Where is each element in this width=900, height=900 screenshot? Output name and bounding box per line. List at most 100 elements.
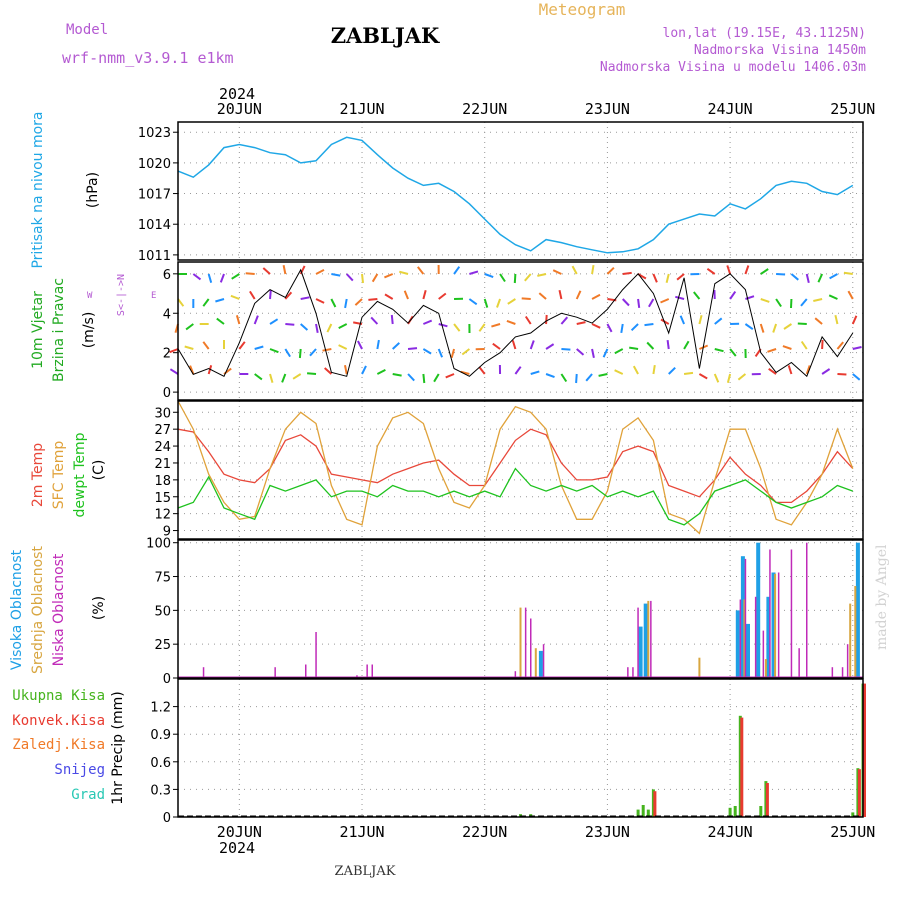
wind-arrow (315, 323, 319, 333)
cloud-bar (202, 667, 205, 678)
wind-arrow (683, 371, 694, 375)
cloud-bar (530, 618, 532, 678)
wind-arrow (744, 323, 754, 331)
y-tick-label: 4 (163, 307, 171, 322)
precip-ylabel: 1hr Precip (mm) (110, 691, 126, 804)
wind-arrow (683, 340, 690, 350)
cloud-bar (637, 607, 639, 678)
wind-arrow (468, 298, 478, 306)
wind-arrow (357, 340, 363, 350)
wind-arrow (585, 373, 593, 382)
wind-arrow (285, 323, 295, 326)
cloud-bar (315, 632, 317, 678)
temperature-line-1 (177, 400, 854, 535)
wind-arrow (438, 292, 447, 300)
cloud-bar (366, 664, 368, 678)
wind-arrow (706, 267, 716, 275)
wind-arrow (300, 323, 309, 331)
cloud-bar (735, 610, 740, 678)
wind-arrow (665, 273, 670, 283)
precip-bar (851, 812, 855, 817)
wind-arrow (598, 373, 608, 377)
cloud-bar (831, 667, 834, 678)
cloud-bar (746, 623, 750, 678)
wind-arrow (648, 298, 655, 308)
wind-arrow (422, 319, 433, 325)
wind-arrow (344, 365, 348, 375)
cloud-bar (743, 599, 746, 678)
wind-compass: S<-|->N (116, 274, 127, 316)
wind-arrow (629, 346, 639, 350)
product-title: Meteogram (539, 0, 626, 19)
x-tick-label-bottom: 23JUN (585, 823, 630, 841)
wind-arrow (219, 273, 225, 283)
wind-arrow (202, 341, 210, 350)
wind-arrow (315, 298, 325, 304)
x-tick-label-bottom: 20JUN (217, 823, 262, 841)
precip-bar (863, 683, 866, 817)
wind-arrow (606, 323, 613, 333)
footer-station: ZABLJAK (335, 864, 396, 879)
wind-arrow (215, 298, 225, 303)
x-tick-label-bottom: 24JUN (708, 823, 753, 841)
precip-bar (646, 809, 650, 817)
y-tick-label: 0.3 (150, 783, 171, 798)
y-tick-label: 27 (154, 423, 171, 438)
wind-arrow (376, 339, 380, 350)
wind-arrow (745, 295, 755, 300)
y-tick-label: 1014 (138, 218, 171, 233)
wind-arrow (813, 298, 823, 302)
wind-arrow (652, 273, 658, 283)
wind-arrow (496, 298, 501, 308)
wind-arrow (499, 273, 506, 283)
wind-arrow (576, 348, 585, 356)
wind-arrow (453, 266, 461, 275)
wind-arrow (231, 273, 240, 280)
pressure-unit: (hPa) (85, 172, 101, 208)
wind-arrow (644, 323, 654, 327)
wind-arrow (437, 348, 444, 358)
wind-ylabel-2: Brzina i Pravac (51, 278, 67, 382)
wind-arrow (254, 345, 264, 350)
wind-arrow (558, 289, 563, 300)
y-tick-label: 0.6 (150, 756, 171, 771)
wind-arrow (814, 317, 823, 325)
wind-arrow (571, 265, 578, 275)
cloud-bar (638, 626, 643, 678)
wind-arrow (606, 266, 615, 275)
wind-arrow (384, 273, 394, 279)
y-tick-label: 21 (154, 457, 171, 472)
wind-arrow (371, 273, 379, 283)
wind-arrow (407, 347, 418, 350)
wind-arrow (169, 348, 179, 354)
wind-arrow (768, 367, 777, 375)
wind-arrow (390, 314, 394, 325)
x-tick-label-bottom: 21JUN (339, 823, 384, 841)
wind-arrow (790, 273, 799, 281)
wind-arrow (184, 345, 194, 350)
wind-arrow (693, 291, 701, 300)
wind-arrow (666, 339, 670, 350)
panel-frame-cloud (177, 539, 864, 679)
wind-arrow (269, 348, 279, 354)
wind-arrow (422, 290, 427, 300)
cloud-bar (740, 556, 745, 678)
y-tick-label: 0.9 (150, 728, 171, 743)
cloud-bar (777, 572, 780, 678)
wind-arrow (403, 290, 409, 300)
station-title: ZABLJAK (331, 23, 440, 48)
wind-arrow (511, 340, 517, 350)
wind-arrow (185, 323, 194, 331)
wind-arrow (851, 315, 858, 325)
wind-arrow (284, 348, 291, 358)
panel-frame-temperature (177, 400, 864, 540)
wind-arrow (821, 368, 831, 375)
wind-arrow (760, 268, 769, 275)
wind-arrow (483, 298, 489, 308)
wind-arrow (249, 290, 256, 300)
cloud-bar (643, 603, 648, 678)
precip-bar (653, 791, 657, 817)
wind-arrow (417, 266, 425, 275)
temp-unit: (C) (91, 460, 107, 481)
cloud-bar (534, 648, 537, 678)
